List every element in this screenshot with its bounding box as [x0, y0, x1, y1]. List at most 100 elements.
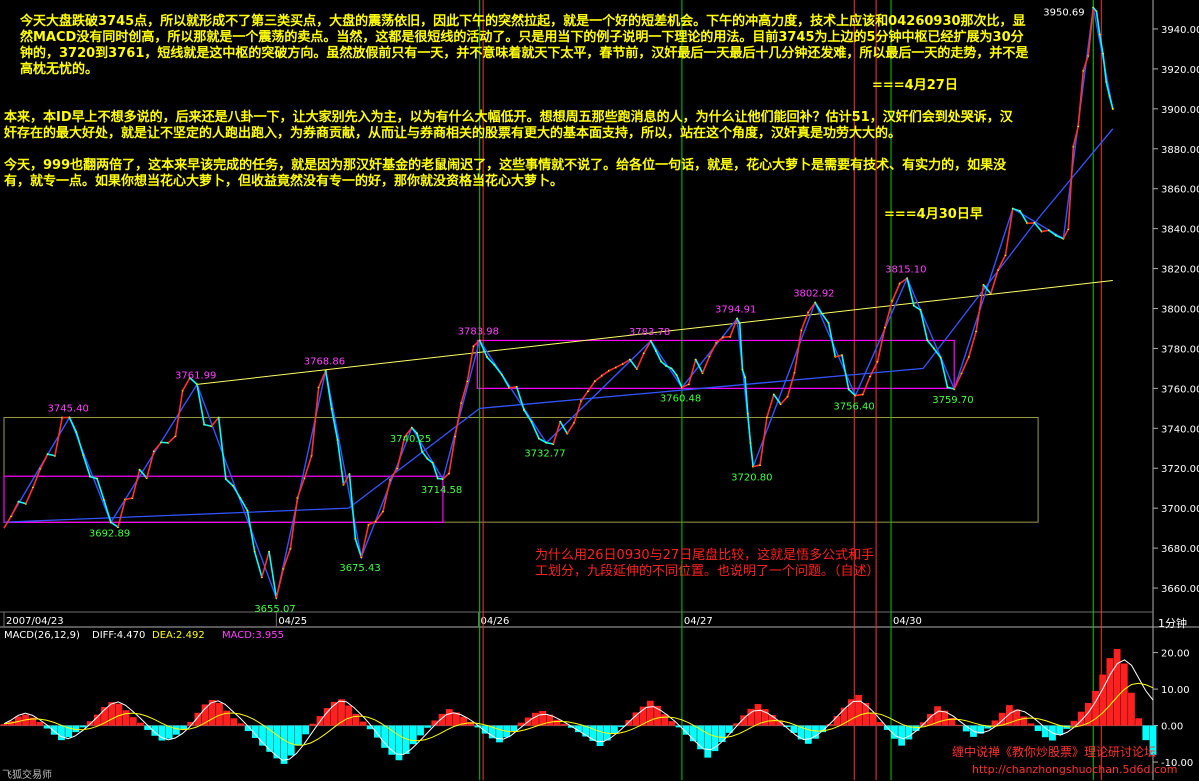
period-label[interactable]: 1分钟 — [1158, 615, 1187, 631]
consolidation-box — [4, 418, 1038, 523]
price-segment — [616, 364, 623, 368]
price-segment — [197, 384, 204, 424]
price-label: 3815.10 — [885, 264, 926, 275]
price-segment — [574, 401, 581, 423]
price-segment — [709, 342, 716, 356]
price-segment — [630, 360, 637, 369]
y-tick-label: 3880.00 — [1161, 145, 1199, 156]
price-segment — [55, 418, 62, 456]
price-segment — [553, 422, 560, 444]
macd-label: MACD(26,12,9) — [4, 630, 80, 641]
price-segment — [524, 410, 531, 422]
price-segment — [546, 443, 553, 444]
date-label: 04/26 — [481, 616, 510, 627]
price-segment — [976, 285, 983, 331]
price-label: 3675.43 — [339, 563, 380, 574]
price-segment — [40, 454, 47, 468]
price-segment — [262, 552, 269, 577]
footer-url[interactable]: http://chanzhongshuochan.5d6d.com — [972, 763, 1177, 776]
price-segment — [855, 394, 862, 395]
price-segment — [76, 432, 83, 455]
price-segment — [132, 470, 139, 498]
footer-left-text: 飞狐交易师 — [2, 766, 52, 781]
y-tick-label: 3800.00 — [1161, 304, 1199, 315]
price-segment — [863, 376, 870, 394]
note-date-0430: ===4月30日早 — [884, 207, 983, 223]
price-segment — [154, 442, 161, 451]
price-segment — [1078, 71, 1083, 126]
y-tick-label: 3840.00 — [1161, 225, 1199, 236]
stroke-line — [4, 8, 1113, 598]
note-paragraph-1: 今天大盘跌破3745点，所以就形成不了第三类买点，大盘的震荡依旧，因此下午的突然… — [20, 14, 1035, 78]
price-segment — [609, 367, 616, 370]
price-segment — [969, 331, 976, 357]
price-segment — [651, 341, 656, 351]
price-segment — [750, 443, 753, 466]
y-tick-label: 3900.00 — [1161, 105, 1199, 116]
price-label: 3783.98 — [458, 326, 499, 337]
y-tick-label: 3920.00 — [1161, 65, 1199, 76]
price-segment — [595, 375, 602, 381]
price-segment — [509, 387, 516, 388]
red-annotation: 为什么用26日0930与27日尾盘比较，这就是悟多公式和手工划分，九段延伸的不同… — [535, 548, 880, 580]
price-segment — [795, 330, 802, 373]
price-segment — [276, 569, 283, 598]
price-segment — [90, 477, 97, 479]
price-label: 3720.80 — [731, 473, 772, 484]
price-segment — [1088, 8, 1093, 56]
price-segment — [312, 387, 319, 455]
price-label: 3692.89 — [89, 528, 130, 539]
price-segment — [147, 451, 154, 478]
price-segment — [1005, 209, 1012, 255]
price-segment — [168, 436, 175, 443]
price-segment — [696, 360, 703, 373]
price-label: 3760.48 — [660, 393, 701, 404]
price-segment — [290, 498, 297, 549]
price-segment — [204, 425, 211, 427]
price-segment — [219, 418, 226, 480]
price-segment — [1068, 147, 1073, 229]
price-segment — [11, 502, 18, 517]
date-label: 04/27 — [684, 616, 713, 627]
price-label: 3794.91 — [715, 305, 756, 316]
price-segment — [703, 356, 710, 373]
note-date-0427: ===4月27日 — [872, 78, 958, 94]
price-label: 3714.58 — [421, 485, 462, 496]
macd-y-tick-label: 20.00 — [1161, 649, 1190, 660]
y-tick-label: 3940.00 — [1161, 25, 1199, 36]
price-label: 3655.07 — [254, 604, 295, 615]
price-segment — [104, 500, 111, 522]
macd-dea-line — [4, 683, 1153, 745]
y-tick-label: 3860.00 — [1161, 185, 1199, 196]
date-label: 04/30 — [893, 616, 922, 627]
note-paragraph-3: 今天，999也翻两倍了，这本来早该完成的任务，就是因为那汉奸基金的老鼠闹迟了，这… — [4, 158, 1024, 190]
price-segment — [716, 337, 723, 342]
price-segment — [602, 371, 609, 376]
price-label: 3950.69 — [1043, 8, 1084, 19]
price-segment — [567, 423, 574, 434]
price-label: 3745.40 — [47, 404, 88, 415]
macd-diff-value: DIFF:4.470 — [92, 630, 145, 641]
price-label: 3768.86 — [304, 357, 345, 368]
price-segment — [383, 480, 390, 512]
price-segment — [305, 456, 312, 478]
price-segment — [1042, 230, 1049, 231]
price-segment — [69, 418, 76, 433]
price-segment — [390, 468, 397, 479]
price-segment — [269, 552, 276, 598]
price-segment — [326, 371, 332, 409]
price-segment — [247, 511, 254, 552]
y-tick-label: 3740.00 — [1161, 424, 1199, 435]
price-segment — [502, 375, 509, 388]
price-segment — [111, 522, 118, 527]
price-label: 3740.25 — [390, 434, 431, 445]
price-segment — [927, 340, 934, 348]
price-segment — [588, 381, 595, 391]
price-segment — [494, 365, 501, 375]
price-segment — [175, 391, 182, 437]
price-segment — [835, 355, 842, 357]
price-segment — [19, 502, 26, 504]
price-segment — [48, 454, 55, 456]
price-segment — [637, 353, 644, 369]
y-tick-label: 3780.00 — [1161, 344, 1199, 355]
